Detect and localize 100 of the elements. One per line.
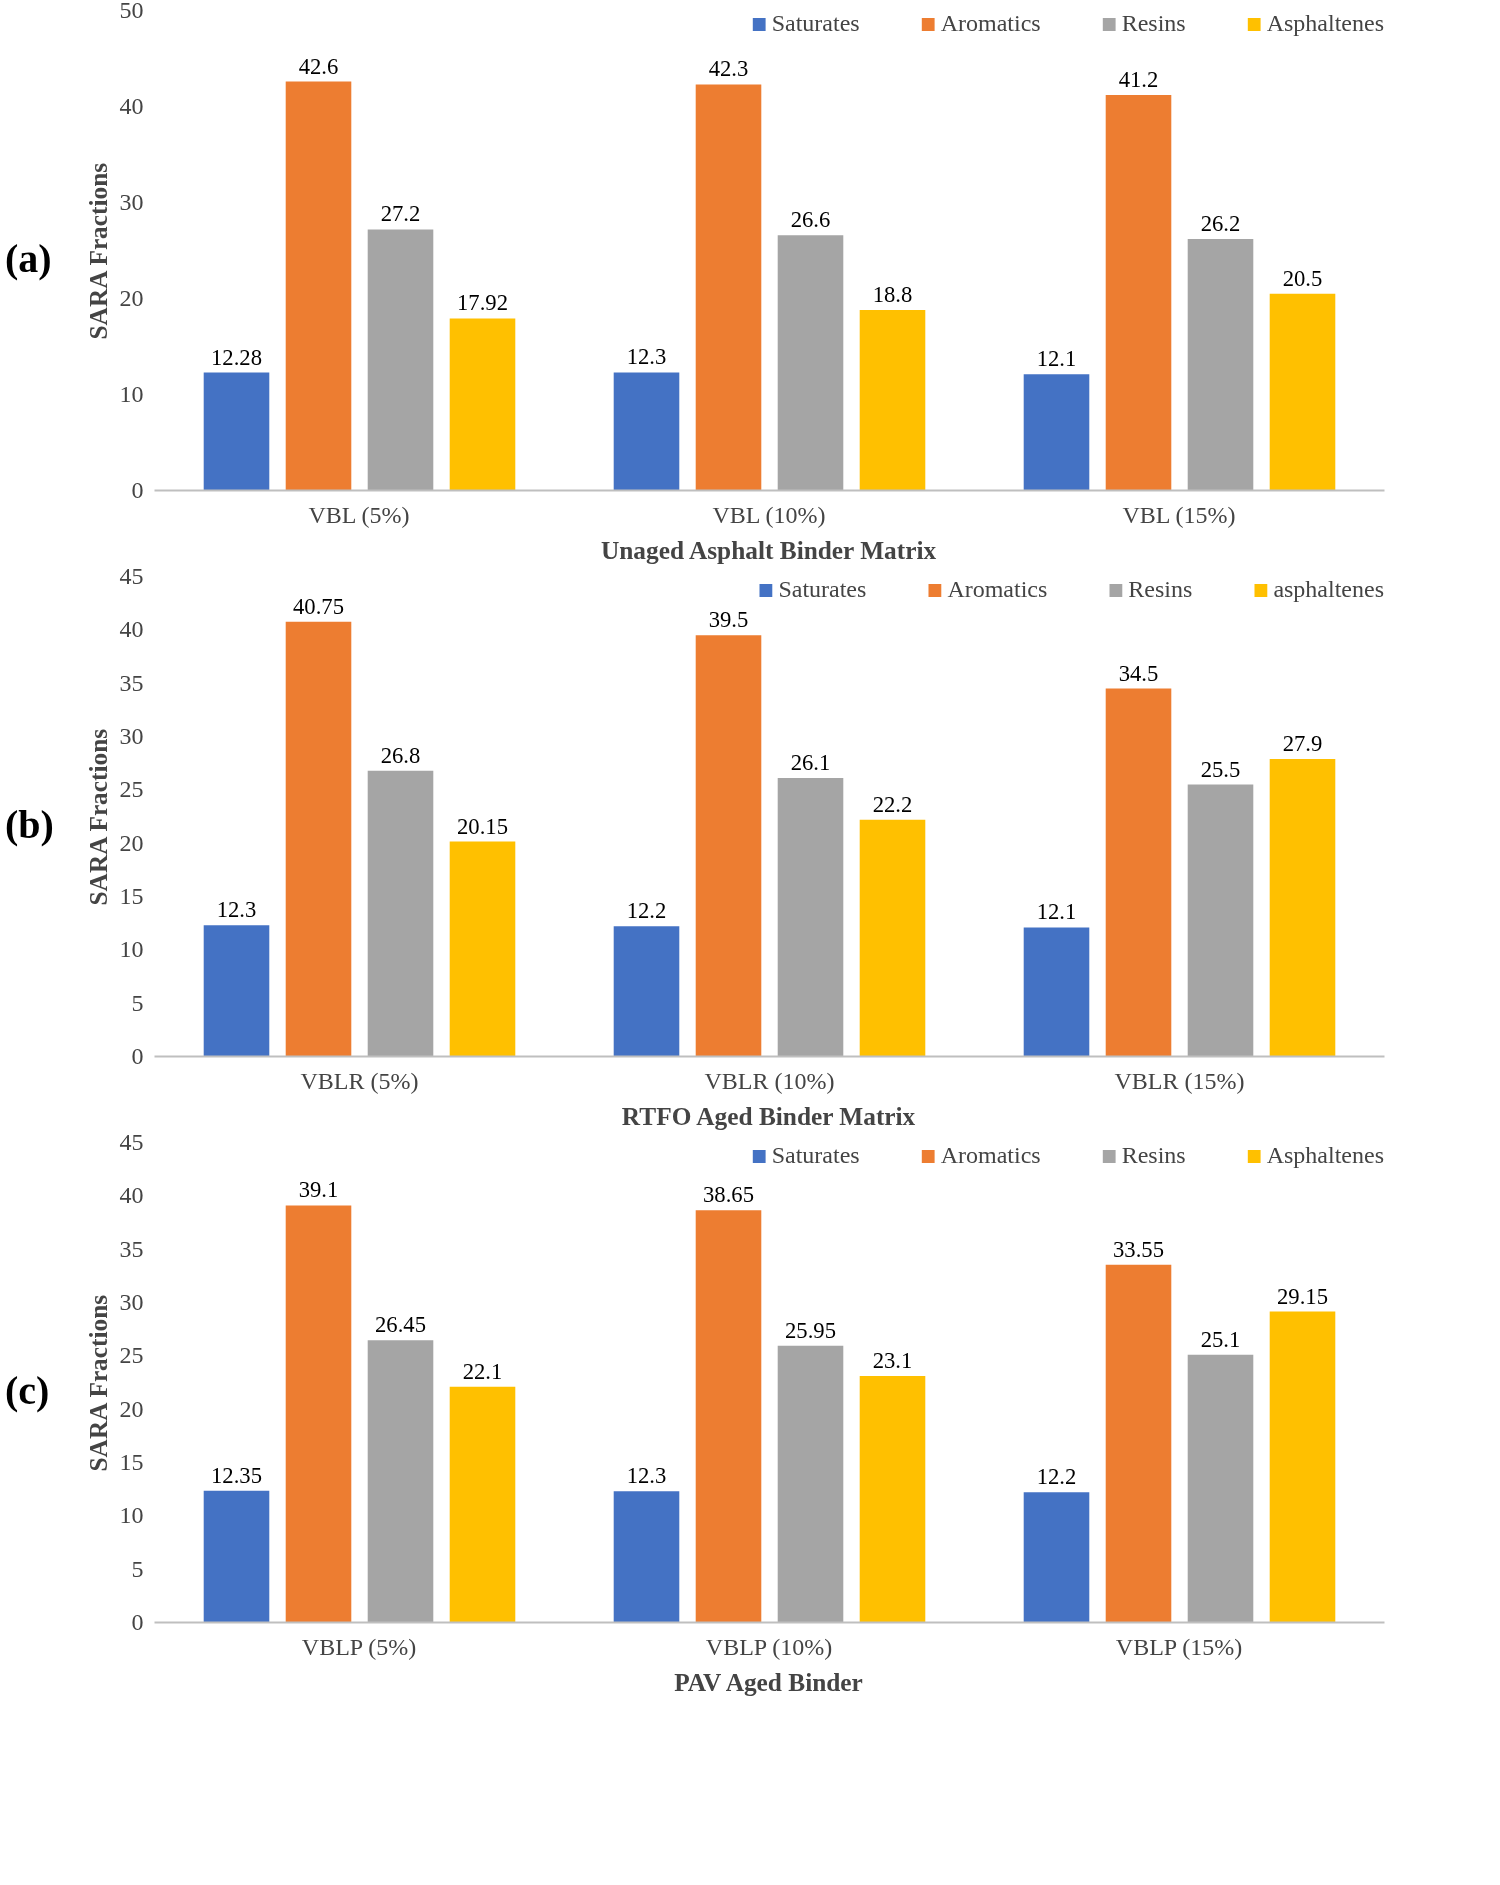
data-label: 25.5 xyxy=(1200,756,1241,782)
y-axis-title: SARA Fractions xyxy=(83,162,112,340)
bar xyxy=(449,1386,516,1623)
data-label: 20.5 xyxy=(1282,265,1323,291)
y-tick-label: 20 xyxy=(119,829,144,856)
y-tick-label: 10 xyxy=(119,1502,144,1529)
legend-label: Resins xyxy=(1128,576,1193,603)
x-tick-label: VBLR (5%) xyxy=(300,1067,419,1094)
data-label: 12.3 xyxy=(626,1463,667,1489)
y-tick-label: 40 xyxy=(119,93,144,119)
y-tick-label: 35 xyxy=(119,1235,144,1262)
data-label: 42.3 xyxy=(708,56,749,82)
data-label: 26.8 xyxy=(380,742,421,768)
data-label: 18.8 xyxy=(872,282,913,308)
bar xyxy=(859,819,926,1057)
data-label: 27.9 xyxy=(1282,730,1323,756)
y-tick-label: 30 xyxy=(119,723,144,749)
bar xyxy=(1105,94,1172,491)
legend-label: asphaltenes xyxy=(1273,576,1384,603)
y-tick-label: 0 xyxy=(131,477,144,503)
y-tick-label: 0 xyxy=(131,1043,144,1069)
text: (a) xyxy=(5,235,52,283)
y-tick-label: 5 xyxy=(131,989,144,1016)
y-tick-label: 20 xyxy=(119,1395,144,1422)
bar xyxy=(203,372,270,491)
x-tick-label: VBLP (15%) xyxy=(1115,1633,1243,1660)
y-axis-title: SARA Fractions xyxy=(83,1294,112,1472)
y-tick-label: 0 xyxy=(131,1609,144,1635)
legend-label: Aromatics xyxy=(947,576,1048,603)
x-tick-label: VBLR (10%) xyxy=(704,1067,835,1094)
y-tick-label: 30 xyxy=(119,1289,144,1315)
data-label: 22.2 xyxy=(872,791,913,817)
x-tick-label: VBL (5%) xyxy=(308,501,410,528)
data-label: 22.1 xyxy=(462,1358,503,1384)
y-tick-label: 25 xyxy=(119,1342,144,1369)
data-label: 20.15 xyxy=(457,813,508,839)
legend-label: Saturates xyxy=(771,1142,860,1169)
bar xyxy=(695,1210,762,1623)
x-axis-title: PAV Aged Binder xyxy=(674,1667,863,1696)
bar xyxy=(1269,758,1336,1057)
bar xyxy=(285,81,352,491)
y-tick-label: 10 xyxy=(119,936,144,963)
bar xyxy=(777,778,844,1057)
bar xyxy=(613,1491,680,1623)
data-label: 25.1 xyxy=(1200,1326,1241,1352)
y-tick-label: 15 xyxy=(119,883,144,909)
x-axis-title: RTFO Aged Binder Matrix xyxy=(621,1101,916,1130)
x-tick-label: VBLP (5%) xyxy=(301,1633,417,1660)
data-label: 33.55 xyxy=(1113,1236,1164,1262)
bar xyxy=(1269,293,1336,491)
data-label: 12.3 xyxy=(626,344,667,370)
y-axis-title: SARA Fractions xyxy=(83,728,112,906)
bar xyxy=(695,84,762,491)
data-label: 23.1 xyxy=(872,1348,913,1374)
bar xyxy=(285,621,352,1057)
data-label: 26.2 xyxy=(1200,210,1241,236)
x-tick-label: VBLR (15%) xyxy=(1114,1067,1245,1094)
legend-label: Resins xyxy=(1121,10,1186,37)
y-tick-label: 25 xyxy=(119,776,144,803)
data-label: 12.1 xyxy=(1036,346,1077,372)
y-tick-label: 40 xyxy=(119,616,144,643)
bar xyxy=(1187,238,1254,491)
text: (b) xyxy=(5,801,54,849)
bar xyxy=(449,318,516,491)
legend-label: Aromatics xyxy=(940,10,1041,37)
bar xyxy=(1105,1264,1172,1623)
data-label: 26.1 xyxy=(790,750,831,776)
y-tick-label: 20 xyxy=(119,285,144,311)
bar xyxy=(777,235,844,491)
y-tick-label: 15 xyxy=(119,1449,144,1475)
data-label: 12.3 xyxy=(216,897,257,923)
y-tick-label: 40 xyxy=(119,1182,144,1209)
y-tick-label: 30 xyxy=(119,189,144,215)
data-label: 29.15 xyxy=(1277,1283,1328,1309)
bar xyxy=(859,1376,926,1623)
data-label: 26.6 xyxy=(790,207,831,233)
bar xyxy=(613,926,680,1057)
legend-label: Saturates xyxy=(778,576,867,603)
bar xyxy=(1023,927,1090,1057)
bar xyxy=(1187,1354,1254,1623)
legend-label: Resins xyxy=(1121,1142,1186,1169)
bar xyxy=(1105,688,1172,1057)
data-label: 42.6 xyxy=(298,53,339,79)
y-tick-label: 10 xyxy=(119,381,144,407)
bar xyxy=(367,229,434,491)
y-tick-label: 45 xyxy=(119,563,144,589)
data-label: 40.75 xyxy=(293,593,344,619)
data-label: 12.2 xyxy=(1036,1464,1077,1490)
data-label: 12.28 xyxy=(211,344,262,370)
data-label: 41.2 xyxy=(1118,66,1159,92)
bar xyxy=(285,1205,352,1623)
bar xyxy=(1023,1492,1090,1623)
bar xyxy=(203,925,270,1057)
bar xyxy=(1187,784,1254,1057)
bar xyxy=(1269,1311,1336,1623)
data-label: 34.5 xyxy=(1118,660,1159,686)
bar xyxy=(777,1345,844,1623)
bar xyxy=(449,841,516,1057)
y-tick-label: 45 xyxy=(119,1129,144,1155)
bar xyxy=(367,770,434,1057)
